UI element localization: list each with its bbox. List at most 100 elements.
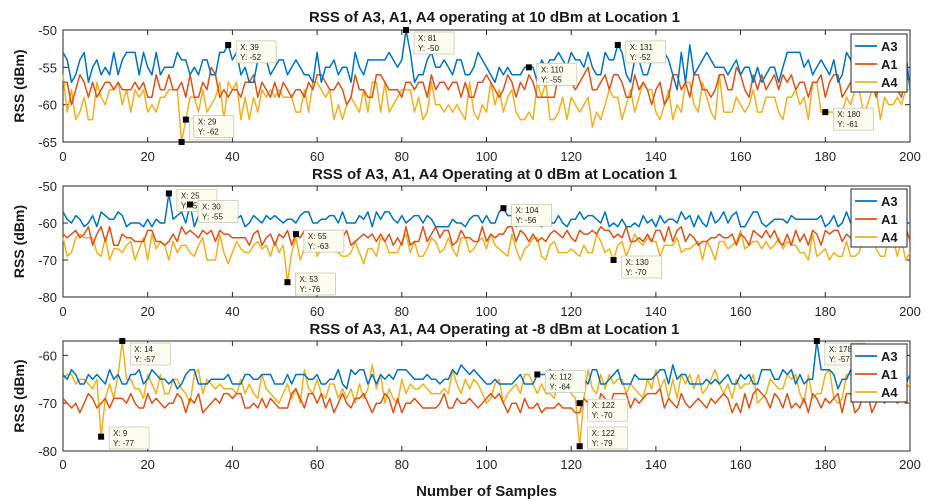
datatip-box <box>413 31 455 55</box>
x-tick-label: 80 <box>395 304 409 319</box>
datatip-x-label: X: 178 <box>829 345 853 354</box>
x-tick-label: 160 <box>730 304 752 319</box>
x-tick-label: 140 <box>645 304 667 319</box>
legend-box <box>850 188 908 248</box>
datatip-x-label: X: 30 <box>202 203 221 212</box>
datatip-box <box>303 229 345 253</box>
x-tick-label: 40 <box>225 304 239 319</box>
datatip-box <box>511 203 552 227</box>
datatip-x-label: X: 55 <box>308 232 327 241</box>
series-line-a4 <box>62 74 910 143</box>
y-tick-label: -60 <box>38 216 57 231</box>
datatip-box <box>129 342 171 366</box>
legend-label: A1 <box>881 212 898 227</box>
datatip-marker <box>576 400 583 407</box>
datatip-y-label: Y: -52 <box>240 53 261 62</box>
datatip-marker <box>614 41 621 48</box>
datatip-y-label: Y: -76 <box>299 285 320 294</box>
datatip-marker <box>576 443 583 450</box>
legend-label: A1 <box>881 57 898 72</box>
y-tick-label: -50 <box>38 179 57 194</box>
datatip-x-label: X: 131 <box>630 43 654 52</box>
panel-1: 0 20 40 60 80 100 120 140 160 180 200 -65 -60 -55 -50 R… <box>11 9 921 164</box>
plot-area <box>62 340 911 452</box>
datatip-x-label: X: 130 <box>626 258 650 267</box>
x-tick-label: 180 <box>814 304 836 319</box>
datatip-x-label: X: 180 <box>837 110 861 119</box>
datatip-x-label: X: 14 <box>134 345 153 354</box>
datatip-marker <box>187 201 194 208</box>
series-line-a3 <box>62 340 911 390</box>
series-line-a3 <box>62 29 911 91</box>
x-tick-label: 20 <box>140 304 154 319</box>
y-axis-label: RSS (dBm) <box>11 205 27 278</box>
datatip-marker <box>292 231 299 238</box>
datatip-box <box>536 63 578 86</box>
datatip-y-label: Y: -50 <box>418 44 439 53</box>
legend-box <box>850 33 908 93</box>
datatip-y-label: Y: -62 <box>198 128 219 137</box>
datatip-y-label: Y: -70 <box>592 411 613 420</box>
x-tick-label: 20 <box>140 457 154 472</box>
panel-3: 0 20 40 60 80 100 120 140 160 180 200 -80 -70 -60 RSS … <box>11 321 921 500</box>
x-tick-label: 120 <box>560 457 582 472</box>
datatip-box <box>235 40 277 64</box>
datatip-box <box>197 200 239 223</box>
datatip-box <box>621 255 662 279</box>
datatip-box <box>545 370 586 393</box>
legend-label: A4 <box>881 230 898 245</box>
datatip-box <box>108 426 150 450</box>
series-line-a1 <box>62 388 910 414</box>
datatip-x-label: X: 112 <box>549 372 572 381</box>
x-tick-label: 100 <box>476 304 498 319</box>
x-tick-label: 180 <box>814 149 836 164</box>
y-axis-label: RSS (dBm) <box>11 359 27 432</box>
datatip-marker <box>178 139 185 145</box>
datatip-marker <box>182 116 189 123</box>
x-tick-label: 120 <box>560 304 582 319</box>
datatip-x-label: X: 39 <box>240 43 259 52</box>
datatip-box <box>587 426 628 450</box>
x-tick-label: 40 <box>225 457 239 472</box>
legend-label: A3 <box>881 39 898 54</box>
datatip-marker <box>98 433 105 440</box>
datatip-marker <box>813 338 820 344</box>
x-tick-label: 140 <box>645 149 667 164</box>
x-tick-label: 120 <box>560 149 582 164</box>
y-tick-label: -60 <box>38 348 57 363</box>
legend-label: A4 <box>881 75 898 90</box>
datatip-marker <box>225 41 232 48</box>
chart-title: RSS of A3, A1, A4 Operating at -8 dBm at… <box>309 321 679 338</box>
datatip-marker <box>403 27 410 33</box>
y-tick-label: -80 <box>38 444 57 459</box>
datatip-x-label: X: 29 <box>198 118 217 127</box>
datatip-marker <box>500 205 507 212</box>
datatip-x-label: X: 104 <box>515 206 539 215</box>
legend-box <box>850 343 908 403</box>
datatip-marker <box>822 109 829 116</box>
datatip-y-label: Y: -61 <box>837 120 858 129</box>
x-axis-label: Number of Samples <box>416 483 557 500</box>
x-tick-label: 0 <box>59 304 66 319</box>
chart-title: RSS of A3, A1, A4 operating at 10 dBm at… <box>309 9 680 26</box>
datatip-y-label: Y: -52 <box>630 53 651 62</box>
x-tick-label: 40 <box>225 149 239 164</box>
datatip-y-label: Y: -77 <box>113 439 134 448</box>
datatip-y-label: Y: -70 <box>626 268 647 277</box>
x-tick-label: 180 <box>814 457 836 472</box>
x-tick-label: 60 <box>310 149 324 164</box>
legend-label: A3 <box>881 349 898 364</box>
datatip-x-label: X: 122 <box>592 429 616 438</box>
series-line-a1 <box>62 225 911 250</box>
datatip-y-label: Y: -56 <box>515 216 536 225</box>
x-tick-label: 100 <box>476 457 498 472</box>
datatip-y-label: Y: -55 <box>202 213 223 222</box>
datatip-marker <box>610 257 617 263</box>
series-line-a1 <box>63 66 911 106</box>
y-tick-label: -70 <box>38 396 57 411</box>
x-tick-label: 100 <box>476 149 498 164</box>
datatip-y-label: Y: -64 <box>549 382 570 391</box>
y-tick-label: -65 <box>38 135 57 150</box>
datatip-marker <box>284 279 291 286</box>
y-axis-label: RSS (dBm) <box>11 49 27 122</box>
